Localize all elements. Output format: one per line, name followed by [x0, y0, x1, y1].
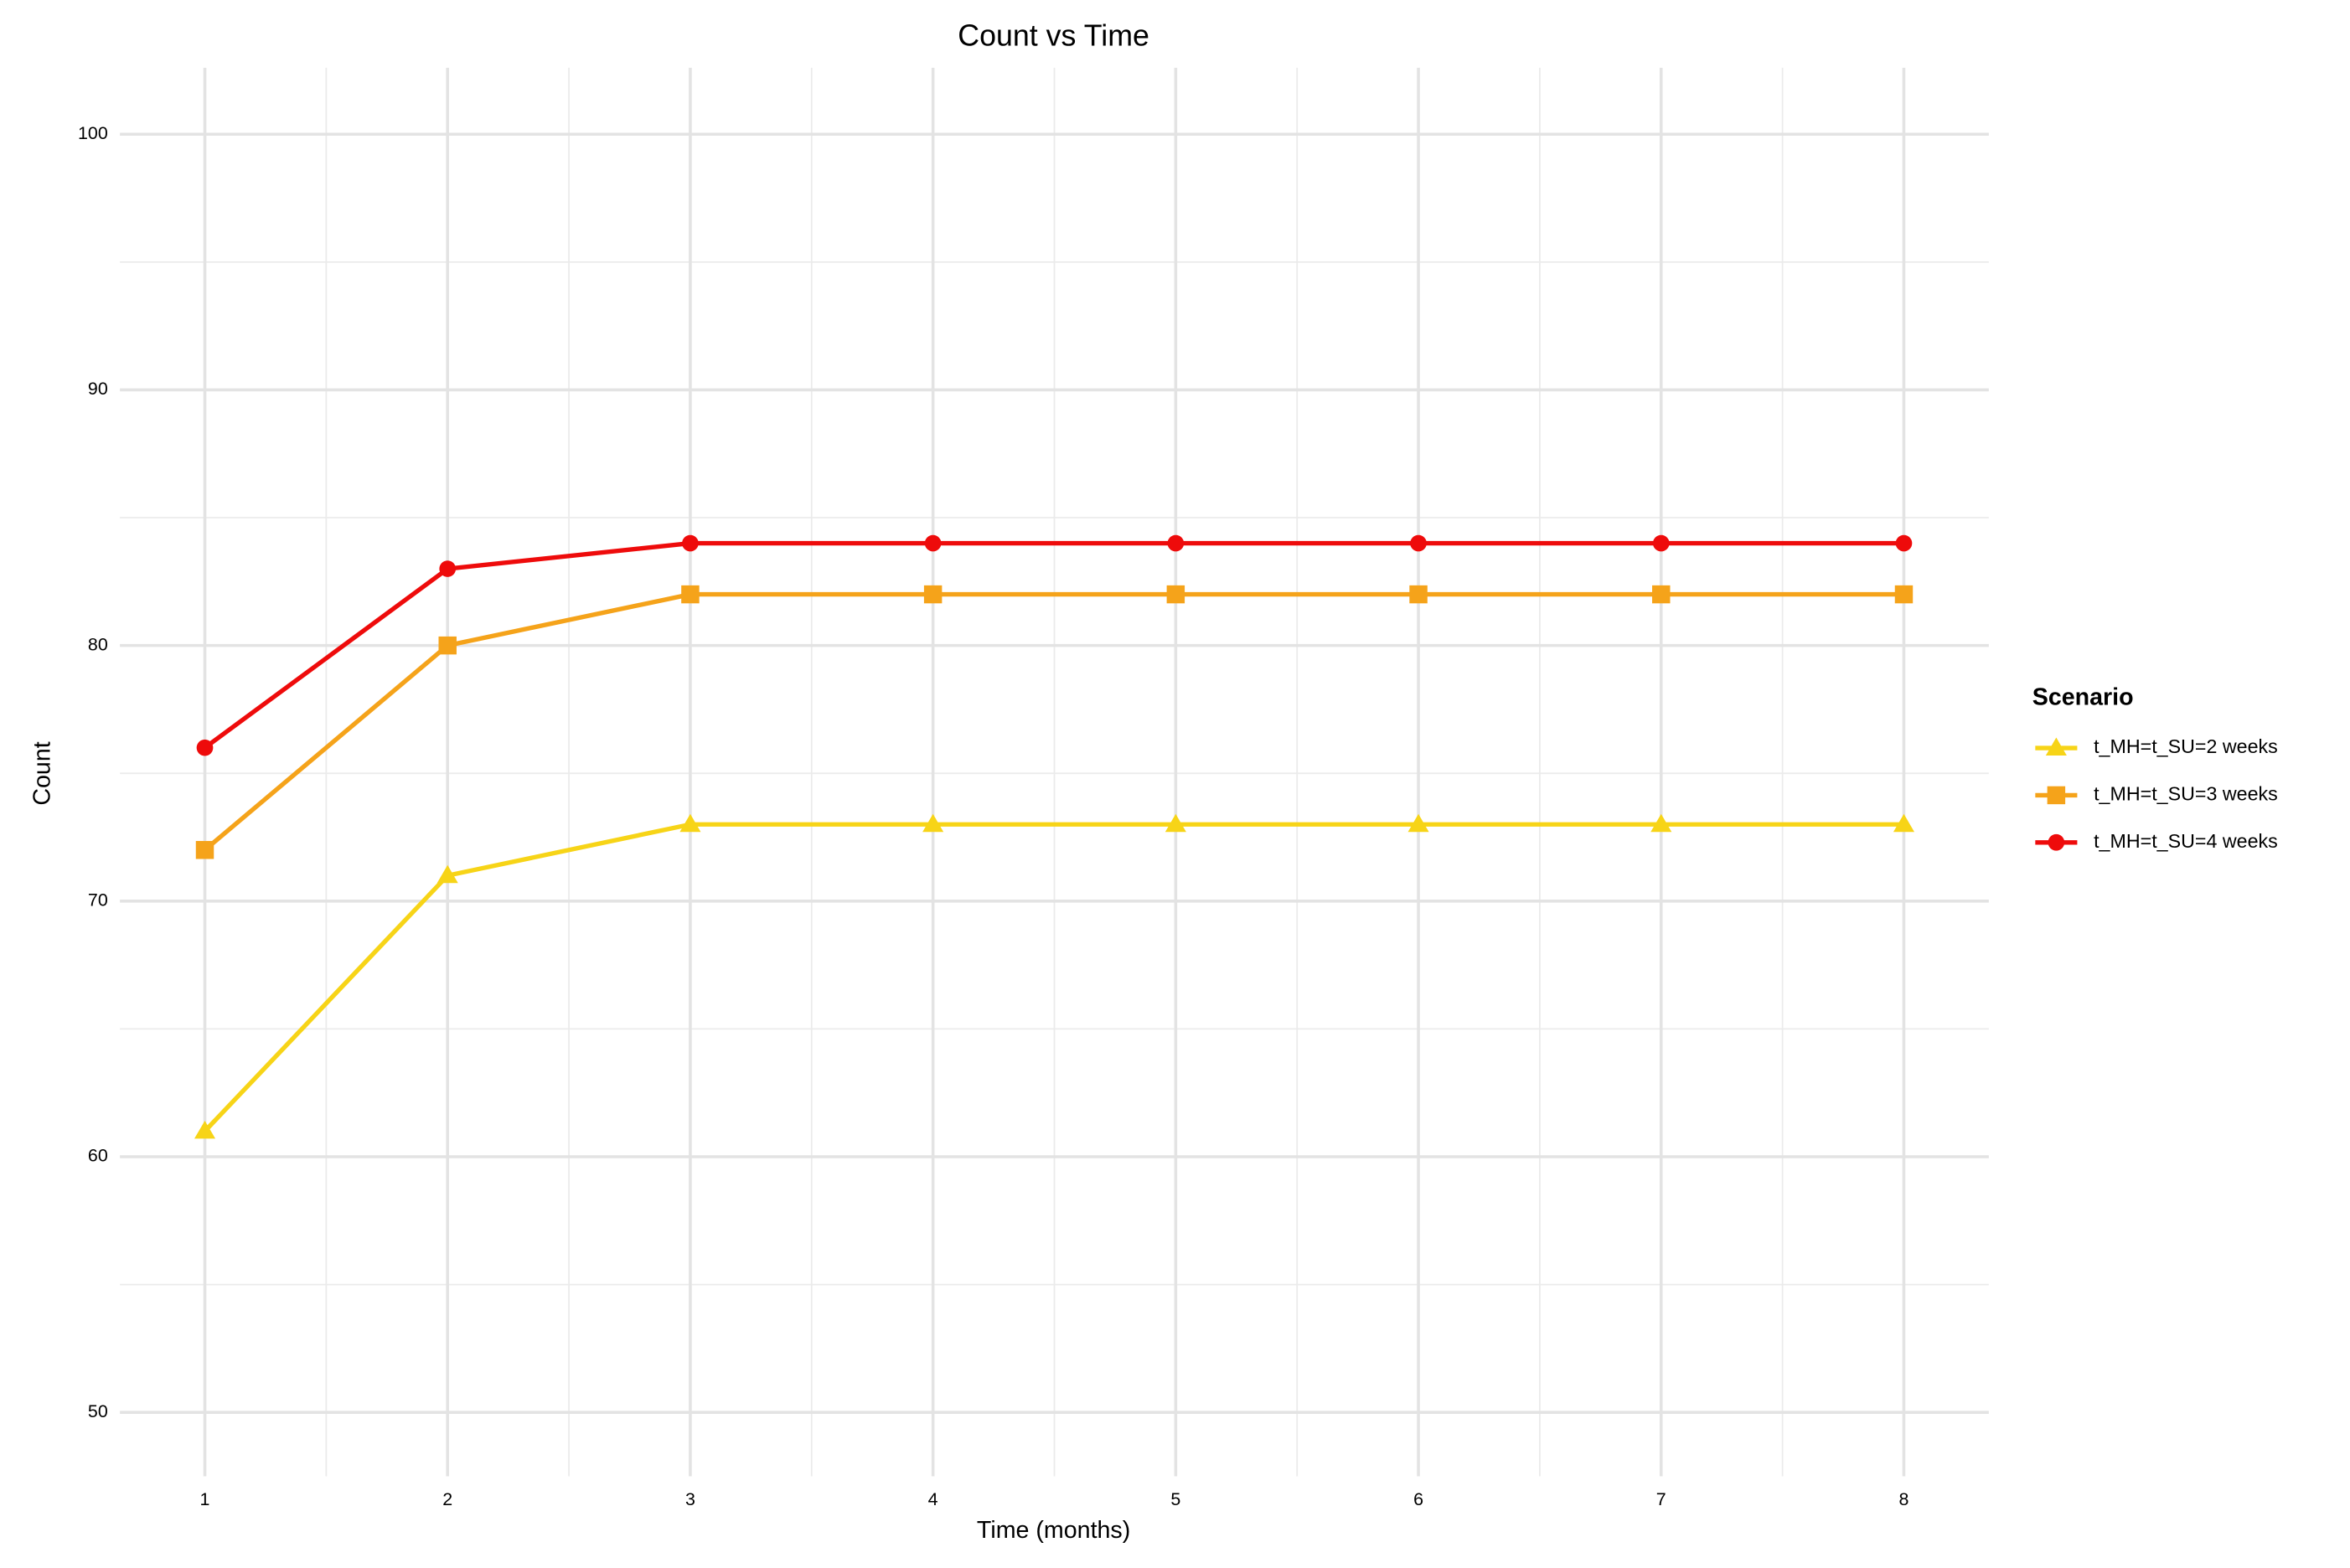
legend-item: t_MH=t_SU=2 weeks	[2035, 735, 2278, 757]
point	[923, 585, 943, 604]
series	[194, 813, 1914, 1139]
point	[1893, 813, 1914, 833]
point	[1166, 585, 1185, 604]
y-tick-label: 70	[88, 890, 108, 910]
x-tick-label: 5	[1170, 1489, 1180, 1509]
x-tick-label: 6	[1413, 1489, 1423, 1509]
point	[196, 739, 214, 756]
point	[439, 560, 457, 577]
line	[203, 591, 1904, 852]
point	[1409, 585, 1428, 604]
point	[1650, 813, 1672, 833]
legend-marker	[2047, 786, 2066, 805]
point	[922, 813, 944, 833]
point	[924, 534, 942, 552]
y-tick-label: 90	[88, 379, 108, 399]
x-tick-label: 3	[685, 1489, 695, 1509]
point	[1895, 534, 1913, 552]
grid	[120, 67, 1989, 1477]
x-tick-label: 7	[1656, 1489, 1666, 1509]
legend-label: t_MH=t_SU=4 weeks	[2094, 830, 2278, 852]
x-tick-label: 8	[1899, 1489, 1909, 1509]
x-tick-label: 4	[928, 1489, 938, 1509]
point	[1652, 585, 1671, 604]
point	[682, 534, 699, 552]
chart-title: Count vs Time	[958, 19, 1149, 53]
point	[1165, 813, 1186, 833]
point	[1894, 585, 1914, 604]
x-tick-label: 1	[200, 1489, 210, 1509]
series	[196, 534, 1913, 756]
point	[1407, 813, 1429, 833]
legend-item: t_MH=t_SU=4 weeks	[2035, 830, 2278, 852]
y-tick-label: 100	[78, 123, 108, 143]
point	[195, 841, 214, 859]
y-axis-label: Count	[28, 741, 55, 805]
legend-marker	[2045, 737, 2067, 756]
point	[436, 864, 458, 884]
series	[195, 585, 1914, 859]
point	[1410, 534, 1427, 552]
point	[1167, 534, 1185, 552]
y-tick-label: 60	[88, 1146, 108, 1166]
y-tick-label: 50	[88, 1401, 108, 1421]
legend-label: t_MH=t_SU=3 weeks	[2094, 783, 2278, 805]
point	[679, 813, 701, 833]
x-tick-label: 2	[442, 1489, 452, 1509]
point	[194, 1120, 216, 1139]
legend-title: Scenario	[2032, 684, 2134, 711]
line	[203, 540, 1904, 750]
line	[203, 822, 1904, 1133]
legend-label: t_MH=t_SU=2 weeks	[2094, 735, 2278, 757]
legend-item: t_MH=t_SU=3 weeks	[2035, 783, 2278, 805]
y-tick-label: 80	[88, 634, 108, 654]
x-axis-label: Time (months)	[977, 1517, 1130, 1544]
point	[1652, 534, 1670, 552]
point	[438, 636, 457, 655]
point	[681, 585, 700, 604]
legend-marker	[2048, 833, 2065, 851]
